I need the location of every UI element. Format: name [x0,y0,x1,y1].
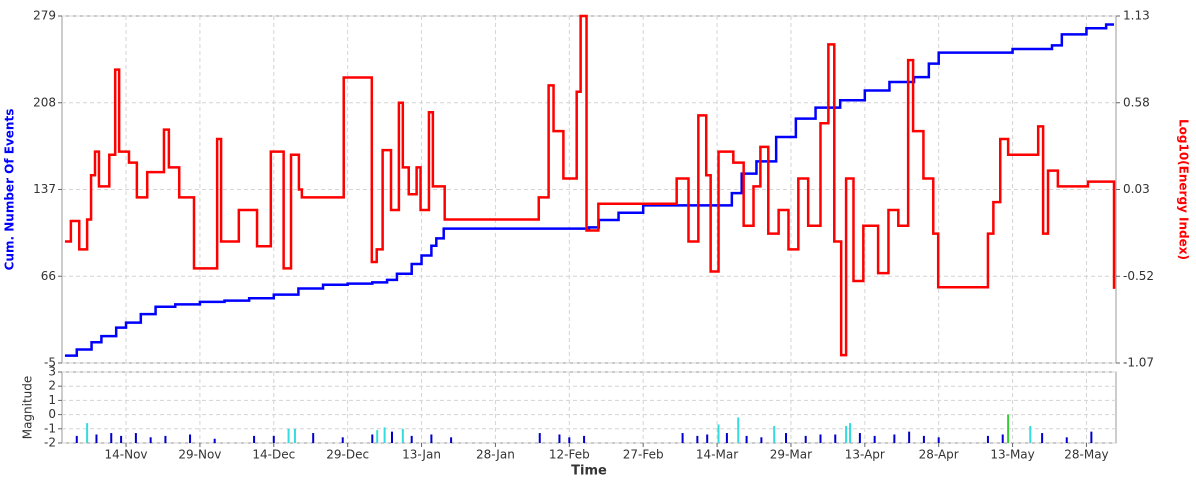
magnitude-bar [75,435,78,443]
magnitude-bar [287,428,290,443]
magnitude-bar [120,435,123,443]
magnitude-bar [858,433,861,443]
magnitude-bar [1029,425,1032,443]
magnitude-bar [834,434,837,443]
x-tick-label: 28-Apr [919,448,959,462]
magnitude-bar [134,433,137,443]
magnitude-bar [785,433,788,443]
x-tick-label: 13-Jan [402,448,441,462]
x-tick-label: 29-Dec [326,448,369,462]
magnitude-bar [760,437,763,443]
magnitude-bar [819,434,822,443]
magnitude-bar [341,437,344,443]
y-tick-label: 2 [48,379,56,393]
magnitude-bar [568,437,571,443]
magnitude-bar [717,424,720,443]
x-tick-label: 14-Dec [252,448,295,462]
magnitude-bar [189,434,192,443]
magnitude-bar [873,435,876,443]
magnitude-bar [908,431,911,443]
magnitude-bar [95,434,98,443]
magnitude-bar [1007,414,1010,443]
magnitude-bar [737,417,740,443]
magnitude-bar [1041,433,1044,443]
y-tick-label: 3 [48,365,56,379]
magnitude-bar [558,434,561,443]
magnitude-bar [390,431,393,443]
magnitude-bar [1001,434,1004,443]
y-tick-label: 137 [33,182,56,196]
y-tick-label: 66 [41,269,56,283]
magnitude-bar [681,433,684,443]
magnitude-bar [410,435,413,443]
x-axis-label: Time [571,464,607,479]
bottom-plot-area [61,371,1117,444]
y-axis-label: Cum. Number Of Events [3,109,17,271]
magnitude-bar [937,437,940,443]
magnitude-bar [745,435,748,443]
magnitude-bar [272,435,275,443]
x-tick-label: 28-Jan [476,448,515,462]
y-tick-label: -1 [44,421,56,435]
magnitude-bar [110,433,113,443]
y2-tick-label: 0.58 [1123,95,1150,109]
magnitude-bar [696,435,699,443]
magnitude-bar [922,435,925,443]
y2-axis-label: Log10(Energy Index) [1177,119,1191,260]
x-tick-label: 29-Mar [770,448,812,462]
magnitude-bar [213,438,216,443]
y-axis-label: Magnitude [21,376,35,440]
y-tick-label: 208 [33,95,56,109]
x-tick-label: 27-Feb [623,448,664,462]
magnitude-bar [583,435,586,443]
magnitude-bar [1090,431,1093,443]
magnitude-bar [371,434,374,443]
magnitude-bar [986,435,989,443]
x-tick-label: 14-Mar [696,448,738,462]
series-line [64,14,1116,357]
x-tick-label: 13-May [990,448,1034,462]
y2-tick-label: 1.13 [1123,9,1150,23]
magnitude-bar [538,433,541,443]
magnitude-bar [293,428,296,443]
y-tick-label: 1 [48,393,56,407]
magnitude-bar [149,437,152,443]
x-tick-label: 29-Nov [178,448,221,462]
magnitude-bar [706,434,709,443]
magnitude-bar [804,435,807,443]
magnitude-bar [401,428,404,443]
magnitude-bar [312,433,315,443]
magnitude-bar [430,434,433,443]
magnitude-bar [86,423,89,443]
y-tick-label: -5 [44,356,56,370]
magnitude-bar [773,425,776,443]
magnitude-bar [383,427,386,443]
x-tick-label: 13-Apr [845,448,885,462]
y2-tick-label: 0.03 [1123,182,1150,196]
x-tick-label: 14-Nov [105,448,148,462]
y2-tick-label: -0.52 [1123,269,1154,283]
magnitude-bar [849,423,852,443]
y-tick-label: -2 [44,436,56,450]
magnitude-bar [1065,437,1068,443]
magnitude-bar [376,430,379,443]
x-tick-label: 28-May [1064,448,1108,462]
magnitude-bar [253,435,256,443]
x-tick-label: 12-Feb [549,448,590,462]
magnitude-bar [893,434,896,443]
y-tick-label: 0 [48,407,56,421]
magnitude-bar [725,433,728,443]
y-tick-label: 279 [33,9,56,23]
magnitude-bar [450,437,453,443]
magnitude-bar [164,435,167,443]
magnitude-bar [845,425,848,443]
y2-tick-label: -1.07 [1123,356,1154,370]
